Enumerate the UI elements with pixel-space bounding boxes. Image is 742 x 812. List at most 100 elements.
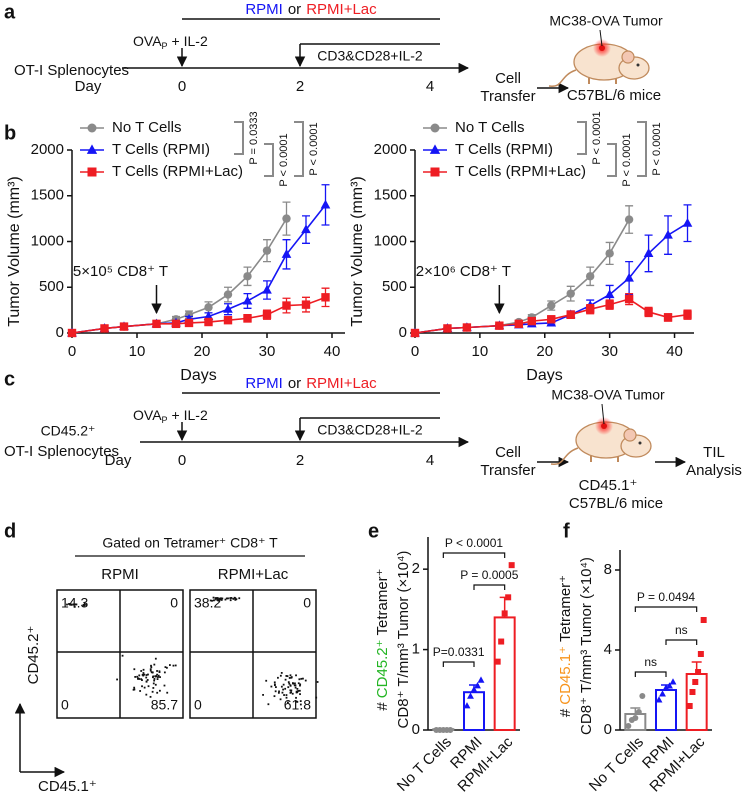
y-tick-label: 2000 <box>31 141 64 158</box>
event-dot <box>229 597 232 600</box>
y-axis-label: CD8⁺ T/mm³ Tumor (×10⁴) <box>395 551 412 729</box>
event-dot <box>265 679 268 682</box>
event-dot <box>288 682 291 685</box>
y-tick-label: 0 <box>604 721 612 738</box>
event-dot <box>299 700 302 703</box>
event-dot <box>209 599 212 602</box>
event-dot <box>163 684 166 687</box>
legend-marker <box>87 167 97 177</box>
event-dot <box>232 598 235 600</box>
event-dot <box>141 679 143 681</box>
y-tick-label: 2000 <box>374 141 407 158</box>
event-dot <box>283 694 285 696</box>
data-point <box>184 318 194 328</box>
data-point <box>632 715 639 721</box>
data-point <box>67 328 77 338</box>
event-dot <box>229 599 232 602</box>
data-point <box>585 272 595 281</box>
y-tick-label: 0 <box>399 324 407 341</box>
data-point <box>527 316 536 326</box>
event-dot <box>234 598 237 601</box>
ova-rest: + IL-2 <box>172 407 208 423</box>
event-dot <box>147 685 150 688</box>
cells-label: OT-I Splenocytes <box>14 62 129 79</box>
p-value: ns <box>675 623 688 637</box>
event-dot <box>299 684 301 687</box>
transfer-label: Transfer <box>480 88 535 105</box>
event-dot <box>156 673 159 676</box>
y-tick-label: 8 <box>604 561 612 578</box>
event-dot <box>156 691 159 694</box>
data-point <box>262 284 272 294</box>
data-point <box>467 692 474 699</box>
host-label: CD45.1⁺ <box>579 477 638 494</box>
event-dot <box>299 693 301 696</box>
event-dot <box>227 597 229 600</box>
x-axis-label: Days <box>526 367 562 384</box>
event-dot <box>280 685 283 688</box>
event-dot <box>147 673 149 676</box>
event-dot <box>74 603 77 606</box>
y-label-part: # <box>374 702 391 711</box>
data-point <box>410 328 420 338</box>
bar <box>493 616 516 732</box>
event-dot <box>166 691 169 694</box>
event-dot <box>152 682 155 685</box>
data-point <box>689 689 696 695</box>
condition: RPMI+Lac <box>306 1 377 18</box>
significance-bracket <box>234 121 244 155</box>
data-point <box>320 199 331 209</box>
significance-bracket <box>637 121 647 177</box>
data-point <box>655 696 663 703</box>
event-dot <box>168 664 171 666</box>
day-number: 4 <box>426 78 434 95</box>
significance-bracket <box>442 661 475 667</box>
event-dot <box>165 666 168 669</box>
tumor-pointer <box>599 29 603 47</box>
condition-joiner: or <box>288 375 301 392</box>
event-dot <box>300 677 303 680</box>
data-point <box>204 303 213 312</box>
annotation: 5×10⁵ CD8⁺ T <box>73 263 168 280</box>
quadrant-value: 14.3 <box>61 595 88 611</box>
event-dot <box>287 701 289 704</box>
event-dot <box>145 674 148 676</box>
mouse-ear <box>621 50 635 64</box>
event-dot <box>287 681 290 684</box>
event-dot <box>73 605 76 608</box>
y-tick-label: 1000 <box>374 232 407 249</box>
legend-marker <box>87 123 97 133</box>
event-dot <box>164 666 167 669</box>
y-tick-label: 4 <box>604 641 612 658</box>
panel-letter: f <box>563 520 570 542</box>
day-number: 4 <box>426 452 434 469</box>
donor-label: CD45.2⁺ <box>41 423 96 439</box>
event-dot <box>273 681 276 684</box>
bar <box>463 691 485 731</box>
event-dot <box>273 684 276 687</box>
p-value: P < 0.0001 <box>445 536 503 550</box>
data-point <box>447 727 454 733</box>
event-dot <box>156 678 159 680</box>
data-point <box>643 248 654 257</box>
gate-title: Gated on Tetramer⁺ CD8⁺ T <box>102 535 278 551</box>
event-dot <box>218 598 221 601</box>
day-number: 2 <box>296 78 304 95</box>
data-point <box>281 249 292 258</box>
event-dot <box>133 668 136 671</box>
event-dot <box>214 597 217 600</box>
event-dot <box>145 693 148 696</box>
quadrant-value: 61.8 <box>284 697 311 713</box>
y-label-part: Tetramer⁺ <box>557 575 574 642</box>
condition: RPMI <box>245 1 283 18</box>
event-dot <box>288 677 291 679</box>
data-point <box>470 686 478 693</box>
y-tick-label: 0 <box>56 324 64 341</box>
x-axis-label: Days <box>180 367 216 384</box>
condition-joiner: or <box>288 1 301 18</box>
day-label: Day <box>105 452 132 469</box>
event-dot <box>216 597 219 599</box>
event-dot <box>68 603 71 606</box>
